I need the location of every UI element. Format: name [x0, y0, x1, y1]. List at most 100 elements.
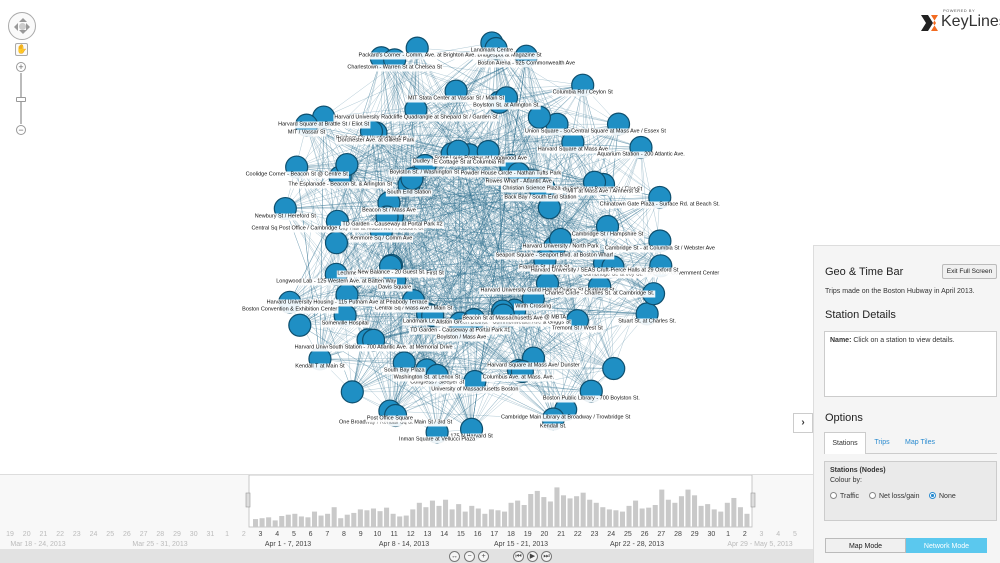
station-node[interactable]: [340, 380, 364, 404]
pan-right-icon[interactable]: [26, 23, 34, 31]
network-mode-button[interactable]: Network Mode: [906, 538, 987, 553]
graph-edge: [381, 231, 648, 315]
options-tabs: Stations Trips Map Tiles: [824, 432, 997, 454]
previous-icon[interactable]: ⏮: [513, 551, 524, 562]
radio-traffic[interactable]: Traffic: [830, 492, 859, 500]
graph-edge: [392, 216, 475, 320]
time-bar-histogram-bar: [731, 497, 737, 527]
time-bar-histogram-bar: [659, 489, 665, 527]
station-label: Boston Public Library - 700 Boylston St.: [541, 395, 641, 403]
play-icon[interactable]: ▶: [527, 551, 538, 562]
time-bar-histogram-bar: [574, 496, 580, 527]
zoom-out-icon[interactable]: −: [464, 551, 475, 562]
station-node[interactable]: [288, 313, 312, 337]
station-label: Harvard Square at Brattle St / Eliot St: [277, 121, 371, 129]
time-bar-histogram-bar: [292, 513, 298, 527]
time-bar-histogram-bar: [593, 502, 599, 527]
graph-edge: [461, 188, 545, 331]
graph-edge: [607, 124, 619, 227]
time-bar-week-label: Apr 1 - 7, 2013: [265, 541, 311, 548]
station-label: TD Garden - Causeway at Portal Park #2: [341, 221, 444, 229]
time-bar-histogram-bar: [560, 495, 567, 527]
graph-edge: [285, 90, 457, 209]
radio-none-label: None: [939, 493, 956, 500]
time-bar-day-tick: 11: [390, 531, 397, 538]
station-label: Central Square at Mass Ave / Essex St: [570, 128, 667, 136]
pan-control[interactable]: [8, 12, 36, 40]
radio-traffic-icon[interactable]: [830, 492, 837, 499]
radio-net-loss-gain-icon[interactable]: [869, 492, 876, 499]
graph-edge: [289, 302, 472, 430]
radio-none[interactable]: None: [929, 492, 956, 500]
time-bar-day-tick: 19: [6, 531, 14, 538]
graph-edge: [506, 85, 583, 98]
exit-full-screen-button[interactable]: Exit Full Screen: [942, 264, 997, 279]
time-bar-day-tick: 13: [424, 531, 432, 538]
radio-none-icon[interactable]: [929, 492, 936, 499]
time-bar-day-tick: 20: [541, 531, 549, 538]
graph-edge: [392, 216, 396, 416]
zoom-slider-thumb[interactable]: [16, 97, 26, 102]
time-bar-week-label: Mar 25 - 31, 2013: [132, 541, 187, 548]
station-label: Longwood Lab - 125 Western Ave. at Batte…: [275, 278, 398, 286]
graph-edge: [392, 216, 504, 316]
pan-center-icon[interactable]: [19, 23, 26, 30]
next-icon[interactable]: ⏭: [541, 551, 552, 562]
graph-edge: [352, 231, 382, 392]
time-bar-histogram-bar: [587, 499, 593, 527]
panel-toggle-button[interactable]: ›: [793, 413, 813, 433]
time-bar-histogram-bar: [318, 515, 324, 527]
time-bar-histogram-bar: [705, 504, 711, 527]
time-bar[interactable]: 19 20 21 22 23 24 25 26 27 28 29 30 31 1 2 3 4 5 6 7 8 9 10 11 1…: [0, 474, 813, 563]
station-node[interactable]: [324, 231, 349, 255]
time-bar-histogram-bar: [331, 507, 337, 527]
graph-edge: [346, 85, 583, 165]
radio-net-loss-gain[interactable]: Net loss/gain: [869, 492, 919, 500]
graph-edge: [381, 57, 489, 152]
time-bar-histogram-bar: [495, 510, 501, 527]
pan-up-icon[interactable]: [19, 14, 27, 22]
graph-edge: [518, 117, 540, 371]
pan-down-icon[interactable]: [19, 30, 27, 38]
time-bar-histogram-bar: [528, 494, 534, 527]
pan-left-icon[interactable]: [10, 23, 18, 31]
graph-edge: [409, 184, 608, 227]
station-label: Central Sq Post Office / Cambridge City …: [250, 225, 425, 233]
network-graph-canvas[interactable]: Mayor Thomas M. Menino - Government Cent…: [0, 0, 813, 474]
time-bar-day-tick: 4: [776, 531, 780, 538]
graph-edge: [424, 102, 500, 166]
time-bar-histogram-bar: [502, 511, 508, 527]
time-bar-histogram-bar: [298, 516, 304, 527]
tab-stations[interactable]: Stations: [824, 432, 866, 454]
station-label: Landmark Lenox St.: [402, 318, 454, 326]
zoom-out-button[interactable]: −: [16, 125, 26, 135]
zoom-in-icon[interactable]: +: [478, 551, 489, 562]
graph-edge: [503, 117, 540, 316]
fit-icon[interactable]: ↔: [449, 551, 460, 562]
graph-edge: [323, 116, 395, 281]
time-bar-histogram-bar: [305, 517, 311, 527]
hand-tool-icon[interactable]: ✋: [15, 43, 28, 56]
station-label: Powder House Circle - Nathan Tufts Park: [459, 170, 563, 178]
graph-edge: [522, 189, 541, 372]
details-name-label: Name:: [830, 337, 852, 344]
zoom-in-button[interactable]: +: [16, 62, 26, 72]
time-bar-week-label: Apr 8 - 14, 2013: [379, 541, 429, 548]
details-name-value: Click on a station to view details.: [853, 337, 955, 344]
tab-map-tiles[interactable]: Map Tiles: [905, 439, 935, 446]
station-node[interactable]: [527, 105, 551, 129]
station-label: Aquarium Station - 200 Atlantic Ave.: [596, 151, 686, 159]
graph-edge: [346, 164, 369, 340]
tab-trips[interactable]: Trips: [874, 439, 890, 446]
time-bar-histogram-bar: [482, 513, 488, 527]
station-node[interactable]: [602, 356, 626, 381]
graph-edge: [285, 189, 541, 209]
time-bar-day-tick: 5: [793, 531, 797, 538]
station-label: MIT Stata Center at Vassar St / Main St: [407, 95, 506, 103]
graph-edge: [491, 42, 660, 198]
map-mode-button[interactable]: Map Mode: [825, 538, 906, 553]
graph-edge: [432, 117, 540, 316]
time-bar-histogram[interactable]: 19 20 21 22 23 24 25 26 27 28 29 30 31 1 2 3 4 5 6 7 8 9 10 11 1…: [0, 475, 813, 549]
station-label: Packard's Corner - Comm. Ave. at Brighto…: [357, 52, 477, 60]
station-label: Charles Circle - Charles St. at Cambridg…: [543, 290, 656, 298]
